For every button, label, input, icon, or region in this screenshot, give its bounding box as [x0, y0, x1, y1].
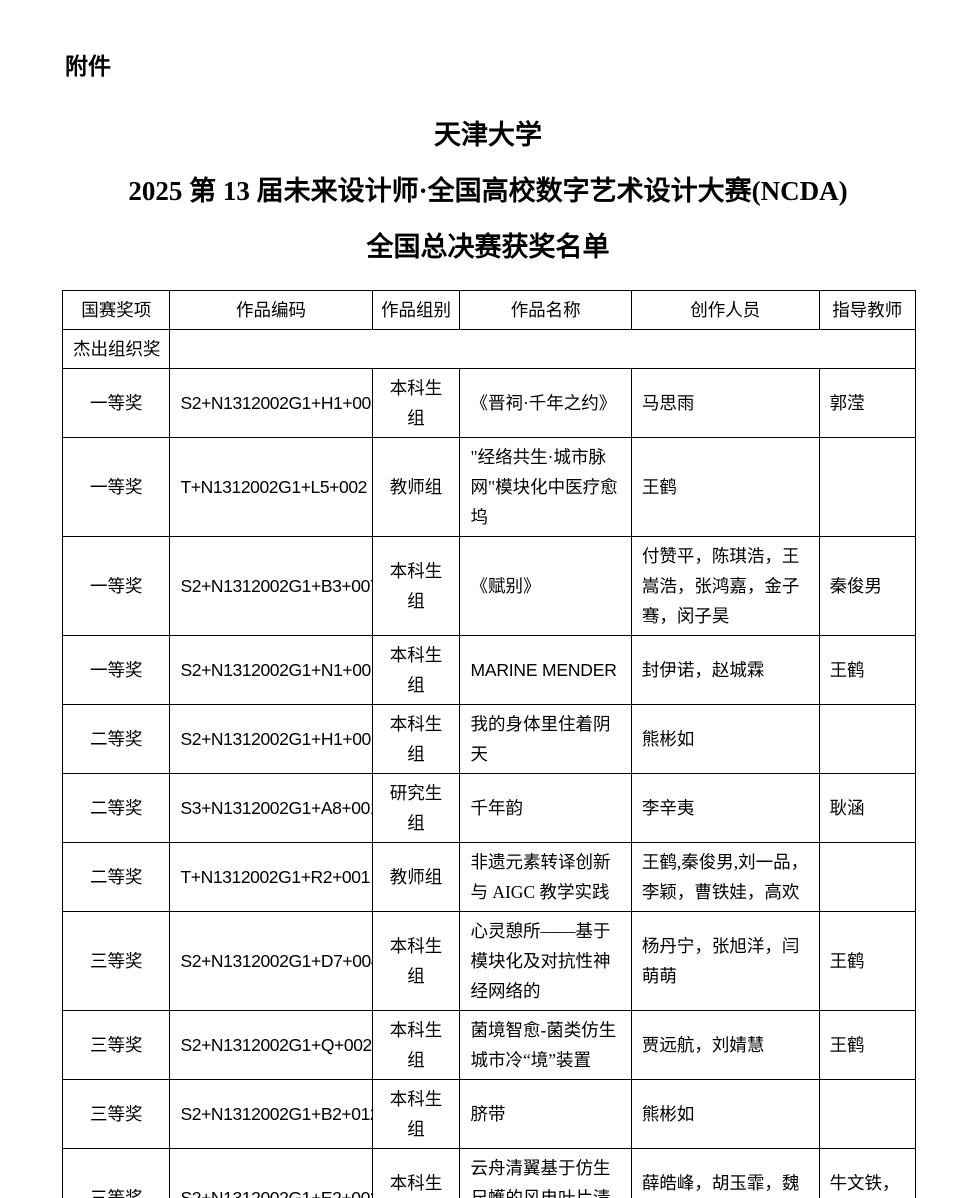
table-row: 二等奖 T+N1312002G1+R2+001 教师组 非遗元素转译创新与 AIGC … — [61, 842, 917, 913]
cell-advisors — [818, 1079, 917, 1150]
cell-title: 菌境智愈-菌类仿生城市冷“境”装置 — [459, 1010, 632, 1081]
cell-title: 《赋别》 — [459, 536, 632, 637]
cell-creators: 李辛夷 — [630, 773, 820, 844]
cell-creators: 熊彬如 — [630, 1079, 820, 1150]
cell-advisors — [818, 437, 917, 538]
cell-advisors — [818, 842, 917, 913]
cell-group: 本科生组 — [371, 536, 461, 637]
cell-code: S2+N1312002G1+B3+007 — [169, 536, 373, 637]
cell-award: 一等奖 — [61, 368, 171, 439]
cell-award: 一等奖 — [61, 536, 171, 637]
cell-code: S2+N1312002G1+H1+005 — [169, 368, 373, 439]
column-header-award: 国赛奖项 — [61, 290, 171, 331]
cell-code: T+N1312002G1+R2+001 — [169, 842, 373, 913]
cell-creators: 薛皓峰，胡玉霏，魏佳乐 — [630, 1148, 820, 1198]
table-row: 二等奖 S2+N1312002G1+H1+001 本科生组 我的身体里住着阴天 熊彬如 — [61, 704, 917, 775]
cell-code: S2+N1312002G1+Q+002 — [169, 1010, 373, 1081]
table-row: 三等奖S2+N1312002G1+E2+003本科生组云舟清翼基于仿生尺蠖的风电… — [61, 1148, 917, 1198]
cell-special-empty — [169, 329, 916, 370]
cell-award: 三等奖 — [61, 911, 171, 1012]
cell-title: 千年韵 — [459, 773, 632, 844]
cell-code: S3+N1312002G1+A8+001 — [169, 773, 373, 844]
cell-title: 心灵憩所——基于模块化及对抗性神经网络的 — [459, 911, 632, 1012]
column-header-advisors: 指导教师 — [818, 290, 917, 331]
cell-code: S2+N1312002G1+H1+001 — [169, 704, 373, 775]
table-row: 一等奖 S2+N1312002G1+N1+001 本科生组 MARINE MENDER… — [61, 635, 917, 706]
cell-creators: 熊彬如 — [630, 704, 820, 775]
cell-group: 本科生组 — [371, 911, 461, 1012]
table-row: 三等奖 S2+N1312002G1+B2+012 本科生组 脐带 熊彬如 — [61, 1079, 917, 1150]
cell-advisors: 王鹤 — [818, 1010, 917, 1081]
cell-creators: 王鹤 — [630, 437, 820, 538]
cell-advisors: 秦俊男 — [818, 536, 917, 637]
cell-code: T+N1312002G1+L5+002 — [169, 437, 373, 538]
cell-group: 本科生组 — [371, 1010, 461, 1081]
cell-group: 教师组 — [371, 437, 461, 538]
attachment-label: 附件 — [65, 54, 111, 79]
cell-title: 云舟清翼基于仿生尺蠖的风电叶片清洁机器人 — [459, 1148, 632, 1198]
cell-group: 本科生组 — [371, 635, 461, 706]
cell-advisors: 耿涵 — [818, 773, 917, 844]
cell-code: S2+N1312002G1+N1+001 — [169, 635, 373, 706]
doc-title-award-list: 全国总决赛获奖名单 — [366, 231, 610, 262]
column-header-creators: 创作人员 — [630, 290, 820, 331]
table-row: 一等奖 T+N1312002G1+L5+002 教师组 "经络共生·城市脉网"模块化中… — [61, 437, 917, 538]
cell-advisors — [818, 704, 917, 775]
award-table: 国赛奖项 作品编码 作品组别 作品名称 创作人员 指导教师 杰出组织奖 一等奖 S… — [61, 290, 917, 1198]
cell-award: 一等奖 — [61, 635, 171, 706]
cell-title: 非遗元素转译创新与 AIGC 教学实践 — [459, 842, 632, 913]
cell-special-award: 杰出组织奖 — [61, 329, 171, 370]
cell-title: 脐带 — [459, 1079, 632, 1150]
cell-creators: 贾远航，刘婧慧 — [630, 1010, 820, 1081]
cell-title: 我的身体里住着阴天 — [459, 704, 632, 775]
cell-creators: 王鹤,秦俊男,刘一品，李颖，曹铁娃，高欢 — [630, 842, 820, 913]
cell-creators: 封伊诺，赵城霖 — [630, 635, 820, 706]
cell-title: MARINE MENDER — [459, 635, 632, 706]
cell-advisors: 郭滢 — [818, 368, 917, 439]
cell-creators: 马思雨 — [630, 368, 820, 439]
cell-code: S2+N1312002G1+B2+012 — [169, 1079, 373, 1150]
cell-code: S2+N1312002G1+D7+004 — [169, 911, 373, 1012]
cell-advisors: 王鹤 — [818, 911, 917, 1012]
doc-title-competition: 2025 第 13 届未来设计师·全国高校数字艺术设计大赛(NCDA) — [128, 175, 848, 206]
doc-title-university: 天津大学 — [434, 120, 542, 151]
cell-award: 三等奖 — [61, 1148, 171, 1198]
table-row: 二等奖 S3+N1312002G1+A8+001 研究生组 千年韵 李辛夷 耿涵 — [61, 773, 917, 844]
cell-group: 本科生组 — [371, 368, 461, 439]
cell-group: 本科生组 — [371, 1148, 461, 1198]
cell-group: 教师组 — [371, 842, 461, 913]
column-header-group: 作品组别 — [371, 290, 461, 331]
table-row: 一等奖 S2+N1312002G1+B3+007 本科生组 《赋别》 付赞平，陈琪浩，王… — [61, 536, 917, 637]
cell-award: 二等奖 — [61, 842, 171, 913]
table-row: 一等奖 S2+N1312002G1+H1+005 本科生组 《晋祠·千年之约》 马思雨郭… — [61, 368, 917, 439]
cell-group: 本科生组 — [371, 704, 461, 775]
column-header-code: 作品编码 — [169, 290, 373, 331]
table-row: 三等奖 S2+N1312002G1+Q+002 本科生组 菌境智愈-菌类仿生城市冷“境… — [61, 1010, 917, 1081]
cell-award: 三等奖 — [61, 1079, 171, 1150]
table-row: 三等奖 S2+N1312002G1+D7+004 本科生组 心灵憩所——基于模块化及对… — [61, 911, 917, 1012]
column-header-title: 作品名称 — [459, 290, 632, 331]
cell-creators: 杨丹宁，张旭洋，闫萌萌 — [630, 911, 820, 1012]
cell-award: 三等奖 — [61, 1010, 171, 1081]
cell-title: 《晋祠·千年之约》 — [459, 368, 632, 439]
special-award-row: 杰出组织奖 — [61, 329, 916, 370]
cell-title: "经络共生·城市脉网"模块化中医疗愈坞 — [459, 437, 632, 538]
award-table-body: 一等奖 S2+N1312002G1+H1+005 本科生组 《晋祠·千年之约》 马思雨郭… — [61, 368, 917, 1198]
cell-group: 本科生组 — [371, 1079, 461, 1150]
cell-award: 二等奖 — [61, 773, 171, 844]
cell-creators: 付赞平，陈琪浩，王嵩浩，张鸿嘉，金子骞，闵子昊 — [630, 536, 820, 637]
cell-award: 二等奖 — [61, 704, 171, 775]
table-header-row: 国赛奖项 作品编码 作品组别 作品名称 创作人员 指导教师 — [61, 290, 917, 331]
cell-advisors: 牛文铁，赵庆 — [818, 1148, 917, 1198]
cell-group: 研究生组 — [371, 773, 461, 844]
cell-award: 一等奖 — [61, 437, 171, 538]
cell-advisors: 王鹤 — [818, 635, 917, 706]
cell-code: S2+N1312002G1+E2+003 — [169, 1148, 373, 1198]
